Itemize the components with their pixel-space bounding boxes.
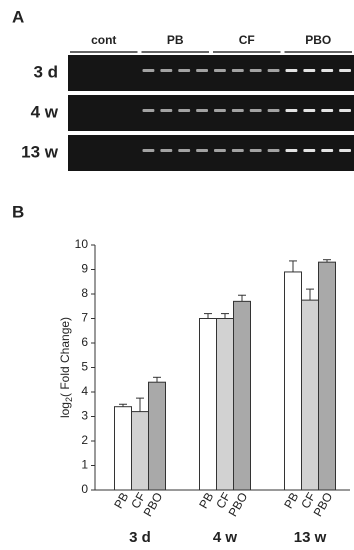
gel-band xyxy=(268,149,280,152)
gel-band xyxy=(268,69,280,72)
gel-band xyxy=(143,149,155,152)
y-tick-label: 1 xyxy=(81,458,88,472)
y-tick-label: 2 xyxy=(81,433,88,447)
gel-band xyxy=(196,109,208,112)
gel-band xyxy=(303,69,315,72)
gel-band xyxy=(339,149,351,152)
gel-band xyxy=(321,109,333,112)
series-label: PB xyxy=(111,490,131,511)
series-label: PB xyxy=(196,490,216,511)
gel-band xyxy=(214,109,226,112)
gel-band xyxy=(143,69,155,72)
gel-image xyxy=(68,55,354,91)
row-label: 4 w xyxy=(31,102,59,121)
bar xyxy=(200,319,217,491)
gel-band xyxy=(339,69,351,72)
y-axis-title-part: ( Fold Change) xyxy=(58,317,72,397)
bar xyxy=(132,412,149,490)
y-tick-label: 0 xyxy=(81,482,88,496)
gel-band xyxy=(178,149,190,152)
series-label: PB xyxy=(281,490,301,511)
gel-band xyxy=(321,69,333,72)
gel-band xyxy=(339,109,351,112)
bar xyxy=(234,301,251,490)
y-tick-label: 8 xyxy=(81,286,88,300)
gel-band xyxy=(250,69,262,72)
gel-band xyxy=(250,109,262,112)
gel-band xyxy=(286,69,298,72)
y-tick-label: 5 xyxy=(81,360,88,374)
gel-band xyxy=(178,109,190,112)
y-tick-label: 6 xyxy=(81,335,88,349)
gel-band xyxy=(196,149,208,152)
x-tick-label: 3 d xyxy=(129,529,151,546)
x-tick-label: 13 w xyxy=(294,529,327,546)
y-axis-title: log2( Fold Change) xyxy=(58,317,74,418)
series-label: PBO xyxy=(311,490,336,519)
gel-band xyxy=(232,149,244,152)
gel-band xyxy=(321,149,333,152)
gel-band xyxy=(160,149,172,152)
series-label: PBO xyxy=(226,490,251,519)
y-axis-title-part: log xyxy=(58,402,72,418)
gel-band xyxy=(232,109,244,112)
gel-image xyxy=(68,95,354,131)
gel-image xyxy=(68,135,354,171)
gel-band xyxy=(250,149,262,152)
gel-band xyxy=(286,149,298,152)
series-label: PBO xyxy=(141,490,166,519)
gel-band xyxy=(178,69,190,72)
gel-band xyxy=(143,109,155,112)
lane-group-label: PBO xyxy=(305,33,331,47)
lane-group-label: cont xyxy=(91,33,116,47)
figure: A B cont PB CF PBO 3 d 4 w 13 w 0 1 2 3 4 5 6 7 8 9 10 log… xyxy=(0,0,354,550)
gel-band xyxy=(160,109,172,112)
gel-band xyxy=(214,149,226,152)
gel-band xyxy=(268,109,280,112)
panel-label: B xyxy=(12,202,24,221)
bar xyxy=(149,382,166,490)
gel-band xyxy=(232,69,244,72)
gel-band xyxy=(303,109,315,112)
bar xyxy=(302,300,319,490)
bar xyxy=(115,407,132,490)
gel-band xyxy=(160,69,172,72)
y-tick-label: 7 xyxy=(81,311,88,325)
gel-band xyxy=(303,149,315,152)
row-label: 13 w xyxy=(21,142,59,161)
bar xyxy=(319,262,336,490)
y-tick-label: 3 xyxy=(81,409,88,423)
lane-group-label: PB xyxy=(167,33,184,47)
panel-label: A xyxy=(12,7,24,26)
page: A B cont PB CF PBO 3 d 4 w 13 w 0 1 2 3 4 5 6 7 8 9 10 log… xyxy=(0,0,354,550)
bar xyxy=(217,319,234,491)
x-tick-label: 4 w xyxy=(213,529,238,546)
y-tick-label: 4 xyxy=(81,384,88,398)
gel-band xyxy=(214,69,226,72)
gel-band xyxy=(286,109,298,112)
bar xyxy=(285,272,302,490)
y-tick-label: 9 xyxy=(81,262,88,276)
row-label: 3 d xyxy=(33,62,58,81)
gel-band xyxy=(196,69,208,72)
y-tick-label: 10 xyxy=(75,237,89,251)
lane-group-label: CF xyxy=(239,33,255,47)
